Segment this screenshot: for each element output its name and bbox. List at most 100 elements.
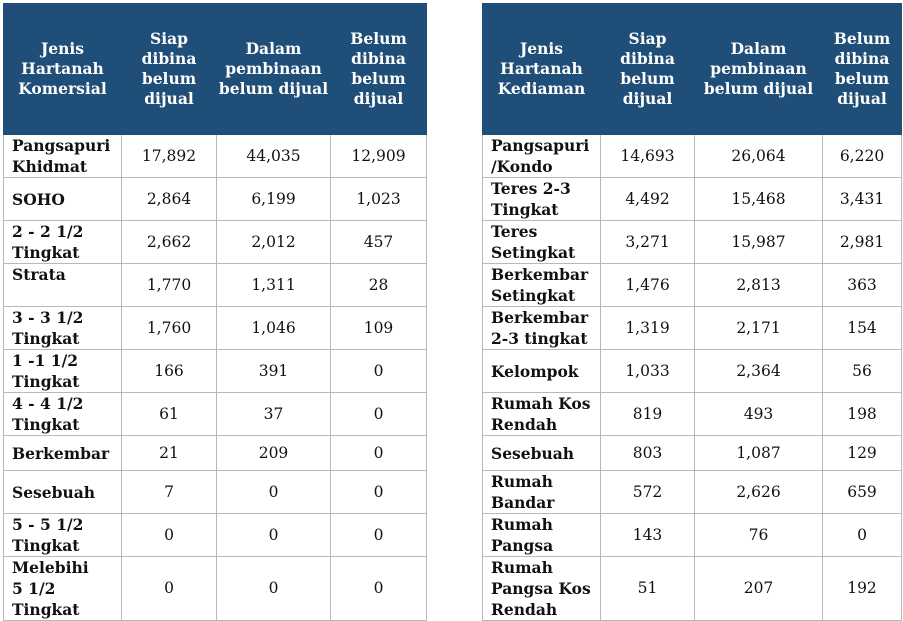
table-row: Rumah Pangsa 143 76 0: [482, 513, 902, 557]
cell-under-construction-unsold: 209: [216, 435, 331, 471]
cell-completed-unsold: 1,319: [600, 306, 695, 350]
cell-under-construction-unsold: 37: [216, 392, 331, 436]
row-label: Pangsapuri Khidmat: [3, 134, 122, 178]
commercial-property-table: Jenis Hartanah Komersial Siap dibina bel…: [3, 3, 427, 621]
row-label: 3 - 3 1/2 Tingkat: [3, 306, 122, 350]
cell-completed-unsold: 143: [600, 513, 695, 557]
header-completed-unsold: Siap dibina belum dijual: [121, 3, 217, 135]
row-label: 5 - 5 1/2 Tingkat: [3, 513, 122, 557]
row-label: Rumah Bandar: [482, 470, 601, 514]
cell-completed-unsold: 572: [600, 470, 695, 514]
cell-not-started-unsold: 2,981: [822, 220, 902, 264]
cell-not-started-unsold: 0: [330, 349, 427, 393]
table-row: Rumah Kos Rendah 819 493 198: [482, 392, 902, 436]
row-label: Teres Setingkat: [482, 220, 601, 264]
cell-not-started-unsold: 6,220: [822, 134, 902, 178]
table-row: 2 - 2 1/2 Tingkat 2,662 2,012 457: [3, 220, 427, 264]
cell-completed-unsold: 2,864: [121, 177, 217, 221]
cell-not-started-unsold: 1,023: [330, 177, 427, 221]
cell-not-started-unsold: 198: [822, 392, 902, 436]
table-row: SOHO 2,864 6,199 1,023: [3, 177, 427, 221]
cell-under-construction-unsold: 2,012: [216, 220, 331, 264]
cell-under-construction-unsold: 0: [216, 513, 331, 557]
cell-completed-unsold: 0: [121, 556, 217, 621]
cell-under-construction-unsold: 26,064: [694, 134, 823, 178]
cell-not-started-unsold: 0: [330, 513, 427, 557]
header-not-started-unsold: Belum dibina belum dijual: [330, 3, 427, 135]
cell-completed-unsold: 21: [121, 435, 217, 471]
row-label: 4 - 4 1/2 Tingkat: [3, 392, 122, 436]
header-under-construction-unsold: Dalam pembinaan belum dijual: [216, 3, 331, 135]
cell-not-started-unsold: 0: [330, 556, 427, 621]
table-row: Strata 1,770 1,311 28: [3, 263, 427, 307]
row-label: 1 -1 1/2 Tingkat: [3, 349, 122, 393]
cell-under-construction-unsold: 2,626: [694, 470, 823, 514]
cell-completed-unsold: 2,662: [121, 220, 217, 264]
cell-not-started-unsold: 109: [330, 306, 427, 350]
table-row: Berkembar 2-3 tingkat 1,319 2,171 154: [482, 306, 902, 350]
table-row: Teres Setingkat 3,271 15,987 2,981: [482, 220, 902, 264]
table-header-row: Jenis Hartanah Kediaman Siap dibina belu…: [482, 3, 902, 135]
cell-under-construction-unsold: 6,199: [216, 177, 331, 221]
cell-under-construction-unsold: 15,468: [694, 177, 823, 221]
cell-under-construction-unsold: 44,035: [216, 134, 331, 178]
cell-completed-unsold: 819: [600, 392, 695, 436]
cell-completed-unsold: 1,760: [121, 306, 217, 350]
table-row: Pangsapuri /Kondo 14,693 26,064 6,220: [482, 134, 902, 178]
cell-under-construction-unsold: 1,087: [694, 435, 823, 471]
cell-completed-unsold: 14,693: [600, 134, 695, 178]
table-row: Rumah Pangsa Kos Rendah 51 207 192: [482, 556, 902, 621]
cell-not-started-unsold: 3,431: [822, 177, 902, 221]
cell-under-construction-unsold: 207: [694, 556, 823, 621]
table-row: Pangsapuri Khidmat 17,892 44,035 12,909: [3, 134, 427, 178]
table-row: 4 - 4 1/2 Tingkat 61 37 0: [3, 392, 427, 436]
row-label: Strata: [3, 263, 122, 307]
row-label: Berkembar: [3, 435, 122, 471]
table-row: 3 - 3 1/2 Tingkat 1,760 1,046 109: [3, 306, 427, 350]
row-label: Berkembar Setingkat: [482, 263, 601, 307]
cell-under-construction-unsold: 2,813: [694, 263, 823, 307]
cell-not-started-unsold: 659: [822, 470, 902, 514]
header-not-started-unsold: Belum dibina belum dijual: [822, 3, 902, 135]
cell-under-construction-unsold: 1,311: [216, 263, 331, 307]
cell-completed-unsold: 0: [121, 513, 217, 557]
cell-not-started-unsold: 12,909: [330, 134, 427, 178]
cell-completed-unsold: 61: [121, 392, 217, 436]
cell-completed-unsold: 1,770: [121, 263, 217, 307]
table-row: Sesebuah 7 0 0: [3, 470, 427, 514]
cell-not-started-unsold: 363: [822, 263, 902, 307]
table-row: Rumah Bandar 572 2,626 659: [482, 470, 902, 514]
cell-under-construction-unsold: 1,046: [216, 306, 331, 350]
header-completed-unsold: Siap dibina belum dijual: [600, 3, 695, 135]
table-header-row: Jenis Hartanah Komersial Siap dibina bel…: [3, 3, 427, 135]
row-label: Teres 2-3 Tingkat: [482, 177, 601, 221]
row-label: SOHO: [3, 177, 122, 221]
row-label: Sesebuah: [3, 470, 122, 514]
row-label: Rumah Pangsa Kos Rendah: [482, 556, 601, 621]
cell-under-construction-unsold: 493: [694, 392, 823, 436]
row-label: Melebihi 5 1/2 Tingkat: [3, 556, 122, 621]
cell-not-started-unsold: 154: [822, 306, 902, 350]
table-row: Berkembar Setingkat 1,476 2,813 363: [482, 263, 902, 307]
cell-under-construction-unsold: 0: [216, 556, 331, 621]
row-label: Rumah Kos Rendah: [482, 392, 601, 436]
cell-not-started-unsold: 56: [822, 349, 902, 393]
cell-not-started-unsold: 0: [330, 470, 427, 514]
cell-not-started-unsold: 457: [330, 220, 427, 264]
cell-under-construction-unsold: 0: [216, 470, 331, 514]
row-label: Pangsapuri /Kondo: [482, 134, 601, 178]
table-row: Kelompok 1,033 2,364 56: [482, 349, 902, 393]
cell-completed-unsold: 166: [121, 349, 217, 393]
cell-under-construction-unsold: 15,987: [694, 220, 823, 264]
table-row: 1 -1 1/2 Tingkat 166 391 0: [3, 349, 427, 393]
cell-completed-unsold: 51: [600, 556, 695, 621]
table-row: Sesebuah 803 1,087 129: [482, 435, 902, 471]
cell-not-started-unsold: 192: [822, 556, 902, 621]
cell-not-started-unsold: 28: [330, 263, 427, 307]
cell-completed-unsold: 3,271: [600, 220, 695, 264]
residential-property-table: Jenis Hartanah Kediaman Siap dibina belu…: [482, 3, 902, 621]
row-label: Kelompok: [482, 349, 601, 393]
header-property-type: Jenis Hartanah Kediaman: [482, 3, 601, 135]
cell-completed-unsold: 7: [121, 470, 217, 514]
cell-completed-unsold: 1,476: [600, 263, 695, 307]
